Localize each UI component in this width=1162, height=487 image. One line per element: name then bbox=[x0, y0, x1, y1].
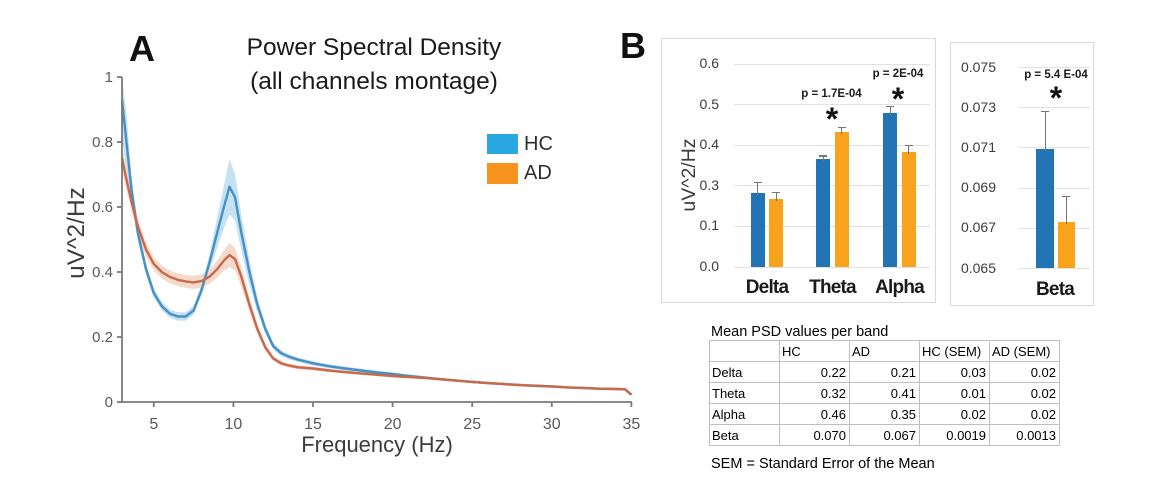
svg-text:20: 20 bbox=[384, 416, 402, 433]
svg-text:0: 0 bbox=[105, 394, 113, 411]
svg-text:1: 1 bbox=[105, 69, 113, 86]
svg-text:0.4: 0.4 bbox=[92, 264, 113, 281]
svg-text:0.6: 0.6 bbox=[92, 199, 113, 216]
svg-text:Frequency (Hz): Frequency (Hz) bbox=[301, 432, 453, 457]
svg-text:10: 10 bbox=[225, 416, 243, 433]
svg-text:15: 15 bbox=[304, 416, 322, 433]
svg-text:25: 25 bbox=[463, 416, 481, 433]
svg-text:5: 5 bbox=[149, 416, 158, 433]
svg-text:35: 35 bbox=[623, 416, 641, 433]
svg-text:uV^2/Hz: uV^2/Hz bbox=[63, 187, 90, 279]
svg-text:30: 30 bbox=[543, 416, 561, 433]
svg-text:0.2: 0.2 bbox=[92, 329, 113, 346]
svg-text:0.8: 0.8 bbox=[92, 134, 113, 151]
